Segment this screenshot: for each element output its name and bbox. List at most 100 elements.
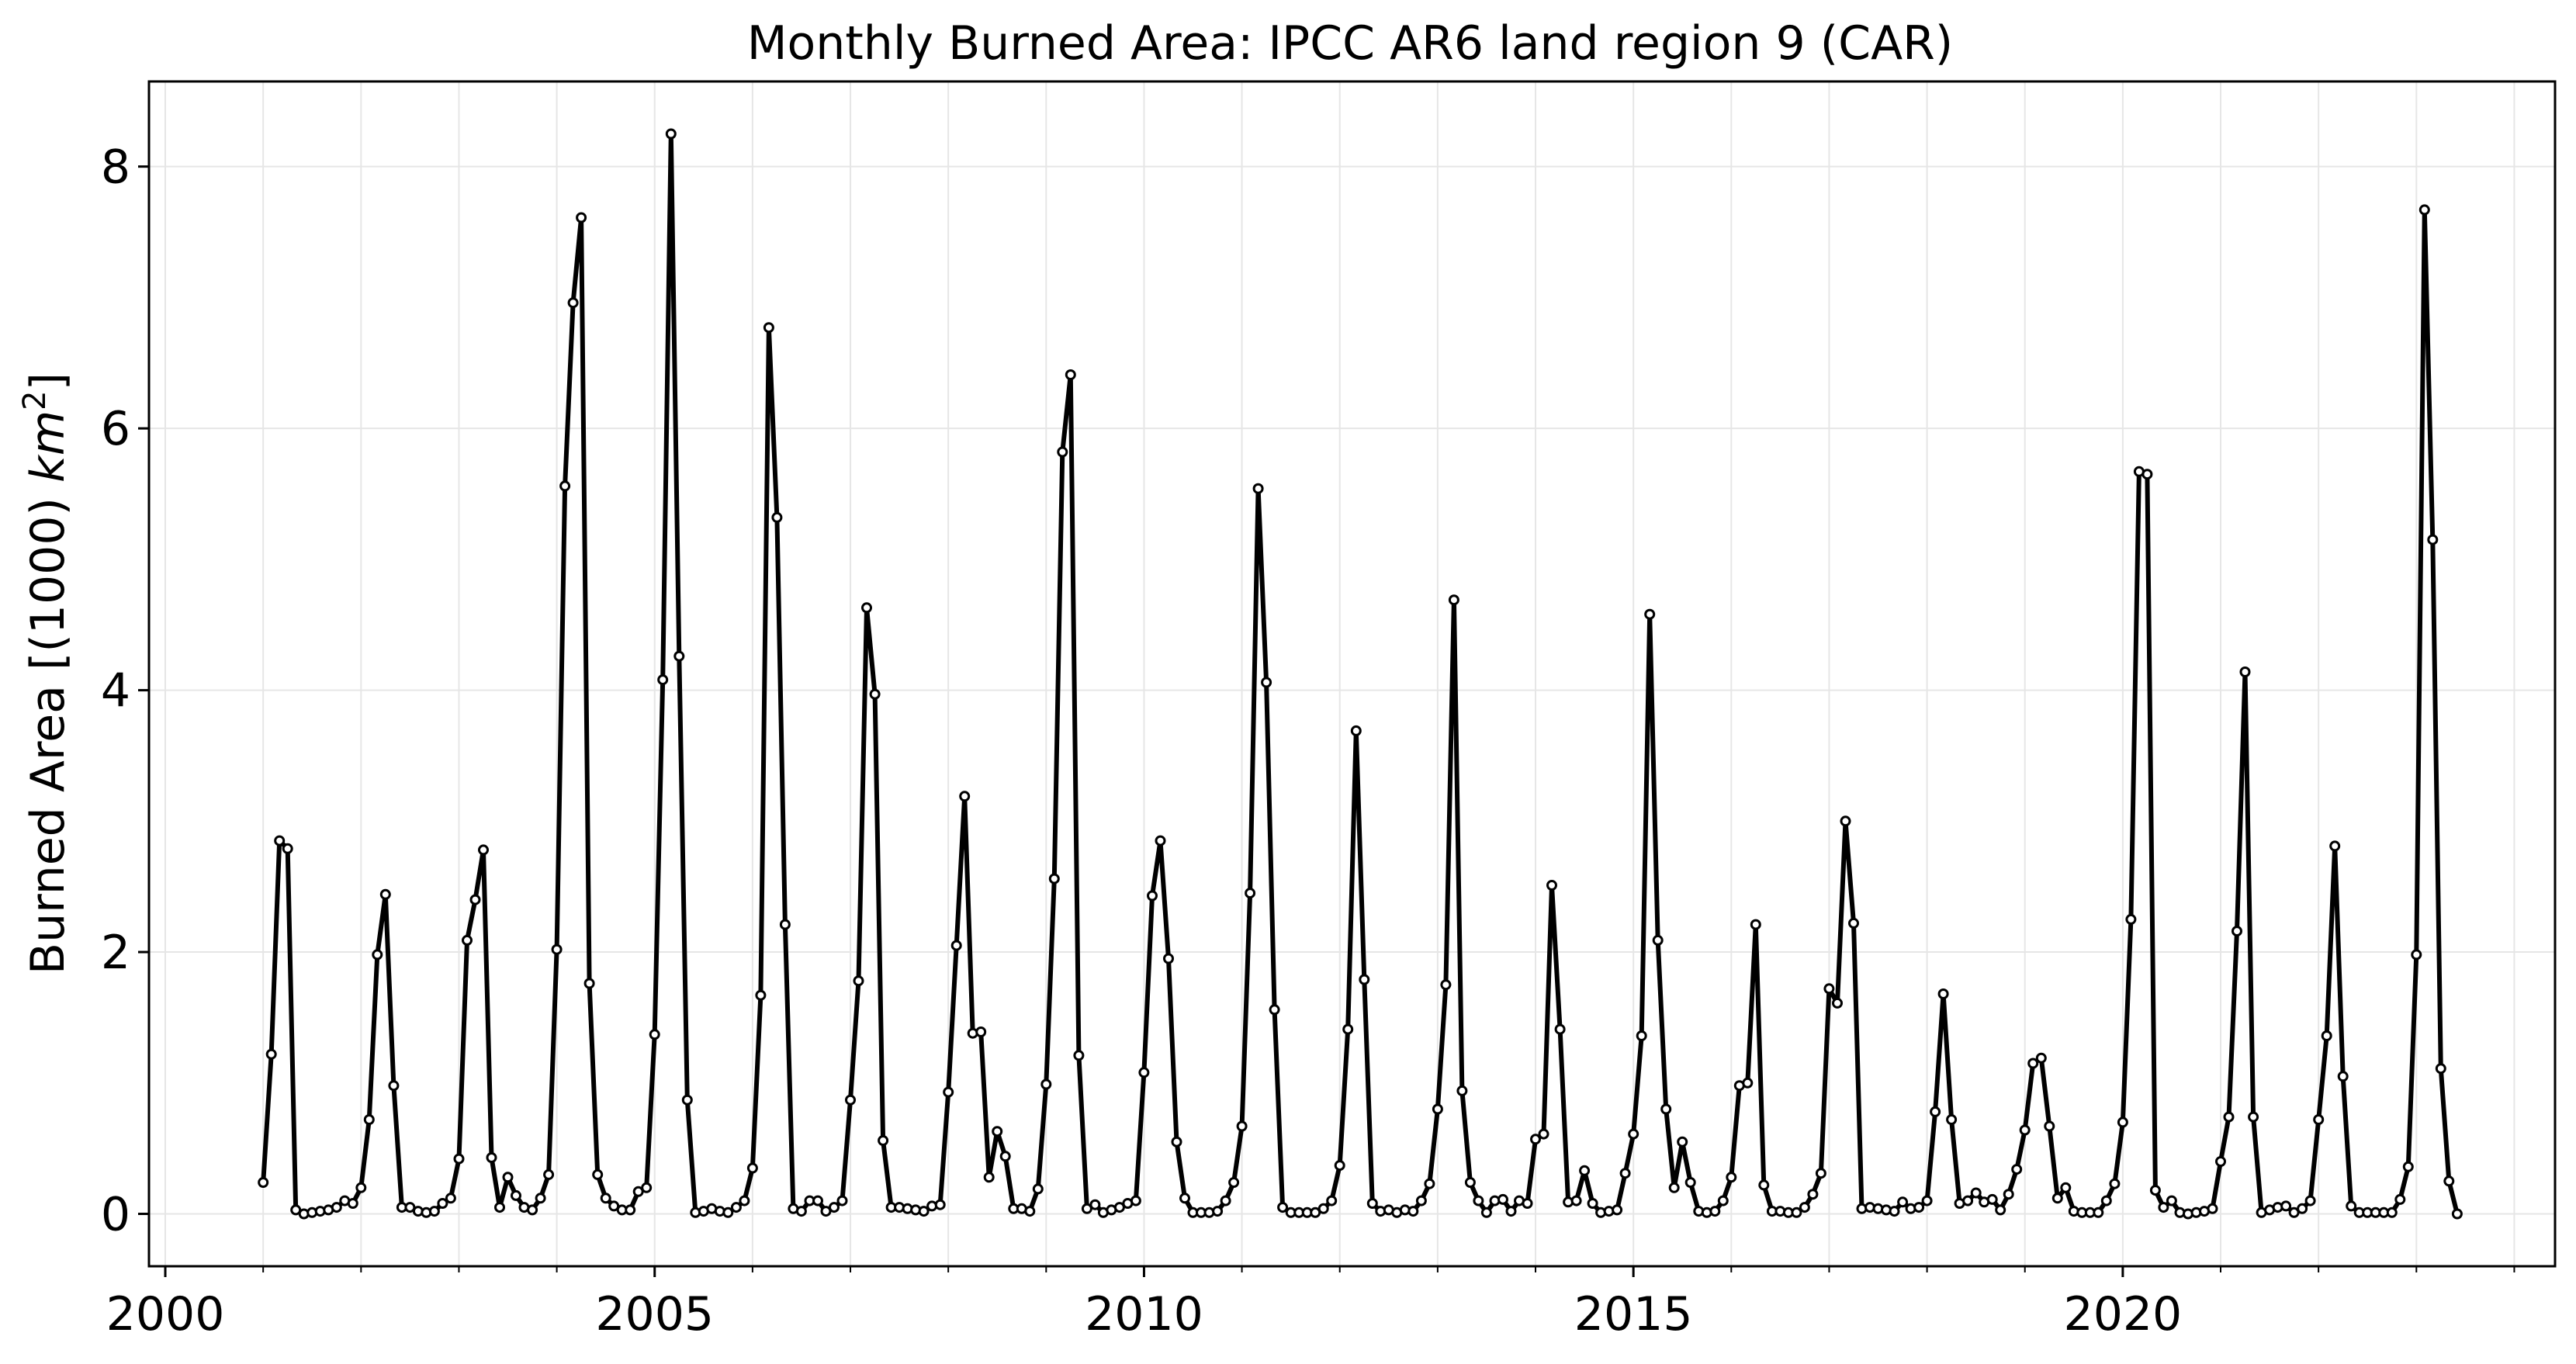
data-point — [511, 1189, 521, 1201]
data-point — [755, 989, 767, 1001]
data-point — [2411, 949, 2422, 961]
data-point — [1652, 934, 1664, 946]
data-point — [625, 1204, 636, 1216]
data-point — [2288, 1206, 2300, 1218]
data-point — [992, 1126, 1003, 1137]
data-point — [527, 1204, 538, 1216]
data-point — [730, 1202, 742, 1213]
data-point — [379, 888, 391, 900]
data-point — [1554, 1023, 1566, 1035]
data-point — [999, 1151, 1011, 1162]
data-point — [641, 1182, 653, 1193]
data-point — [2337, 1071, 2349, 1082]
data-point — [1057, 446, 1068, 458]
data-point — [1791, 1206, 1802, 1218]
data-point — [1505, 1206, 1517, 1217]
data-point — [1937, 988, 1949, 999]
data-point — [1155, 835, 1166, 846]
data-point — [1995, 1204, 2006, 1216]
data-point — [1432, 1103, 1443, 1115]
data-point — [453, 1153, 465, 1165]
data-point — [820, 1206, 832, 1217]
y-tick-label: 0 — [101, 1188, 130, 1242]
data-point — [983, 1172, 995, 1183]
data-point — [1668, 1182, 1680, 1193]
data-point — [2443, 1175, 2455, 1187]
data-point — [1048, 873, 1060, 885]
data-point — [372, 949, 383, 961]
data-point — [592, 1168, 604, 1180]
data-point — [1326, 1195, 1338, 1206]
data-point — [2109, 1178, 2121, 1189]
data-point — [665, 128, 677, 140]
data-point — [2313, 1114, 2325, 1125]
data-point — [1677, 1136, 1688, 1148]
data-point — [2019, 1124, 2031, 1136]
data-point — [2223, 1111, 2235, 1123]
data-point — [576, 212, 587, 223]
data-point — [836, 1195, 848, 1206]
data-point — [950, 940, 962, 951]
data-point — [1579, 1165, 1591, 1176]
data-point — [2394, 1193, 2406, 1205]
data-point — [2215, 1156, 2226, 1167]
data-point — [779, 919, 791, 930]
y-axis-ticks: 0 2 4 6 8 — [101, 140, 149, 1242]
data-point — [943, 1086, 954, 1098]
plot-frame — [147, 80, 2557, 1268]
data-point — [1220, 1195, 1231, 1206]
data-point — [551, 943, 563, 955]
data-point — [1350, 725, 1362, 736]
data-point — [1644, 608, 1656, 620]
data-point — [763, 322, 774, 334]
x-tick-label: 2000 — [106, 1287, 225, 1341]
data-point — [853, 975, 864, 987]
y-axis-label: Burned Area [(1000) km2] — [17, 372, 75, 975]
data-point — [1848, 917, 1859, 929]
data-point — [1040, 1078, 1052, 1090]
data-point — [1684, 1177, 1696, 1188]
data-point — [2402, 1161, 2414, 1172]
x-tick-label: 2020 — [2064, 1287, 2183, 1341]
data-point — [1228, 1177, 1240, 1188]
data-point — [1986, 1193, 1998, 1205]
data-point — [428, 1206, 440, 1217]
data-point — [934, 1199, 946, 1210]
data-point — [567, 297, 579, 309]
data-point — [1065, 369, 1076, 380]
data-point — [1628, 1128, 1639, 1140]
data-point — [2060, 1182, 2072, 1193]
data-point — [2418, 204, 2430, 216]
data-point — [1212, 1206, 1224, 1217]
data-point — [878, 1135, 889, 1146]
data-point — [1480, 1206, 1492, 1218]
data-point — [608, 1200, 620, 1212]
data-point — [869, 688, 881, 700]
data-point — [2435, 1063, 2446, 1075]
data-point — [1252, 483, 1264, 494]
data-point — [1366, 1198, 1378, 1209]
data-point — [632, 1186, 644, 1197]
data-point — [462, 934, 473, 946]
data-point — [1032, 1183, 1044, 1195]
data-point — [649, 1029, 660, 1040]
data-point — [478, 844, 489, 856]
data-point — [265, 1048, 277, 1060]
data-point — [2427, 534, 2439, 545]
data-point — [355, 1182, 367, 1193]
data-point — [1359, 974, 1370, 985]
data-point — [1024, 1206, 1036, 1217]
data-point — [1317, 1203, 1329, 1214]
data-point — [2321, 1030, 2332, 1041]
data-point — [1930, 1106, 1941, 1117]
data-point — [1310, 1206, 1321, 1218]
data-point — [331, 1202, 342, 1213]
data-point — [535, 1193, 546, 1204]
data-point — [1277, 1202, 1289, 1213]
chart-title: Monthly Burned Area: IPCC AR6 land regio… — [747, 16, 1953, 71]
data-point — [1799, 1202, 1810, 1213]
data-point — [1415, 1195, 1427, 1206]
data-point — [258, 1177, 269, 1188]
data-point — [2329, 840, 2341, 852]
data-point — [1424, 1178, 1435, 1189]
